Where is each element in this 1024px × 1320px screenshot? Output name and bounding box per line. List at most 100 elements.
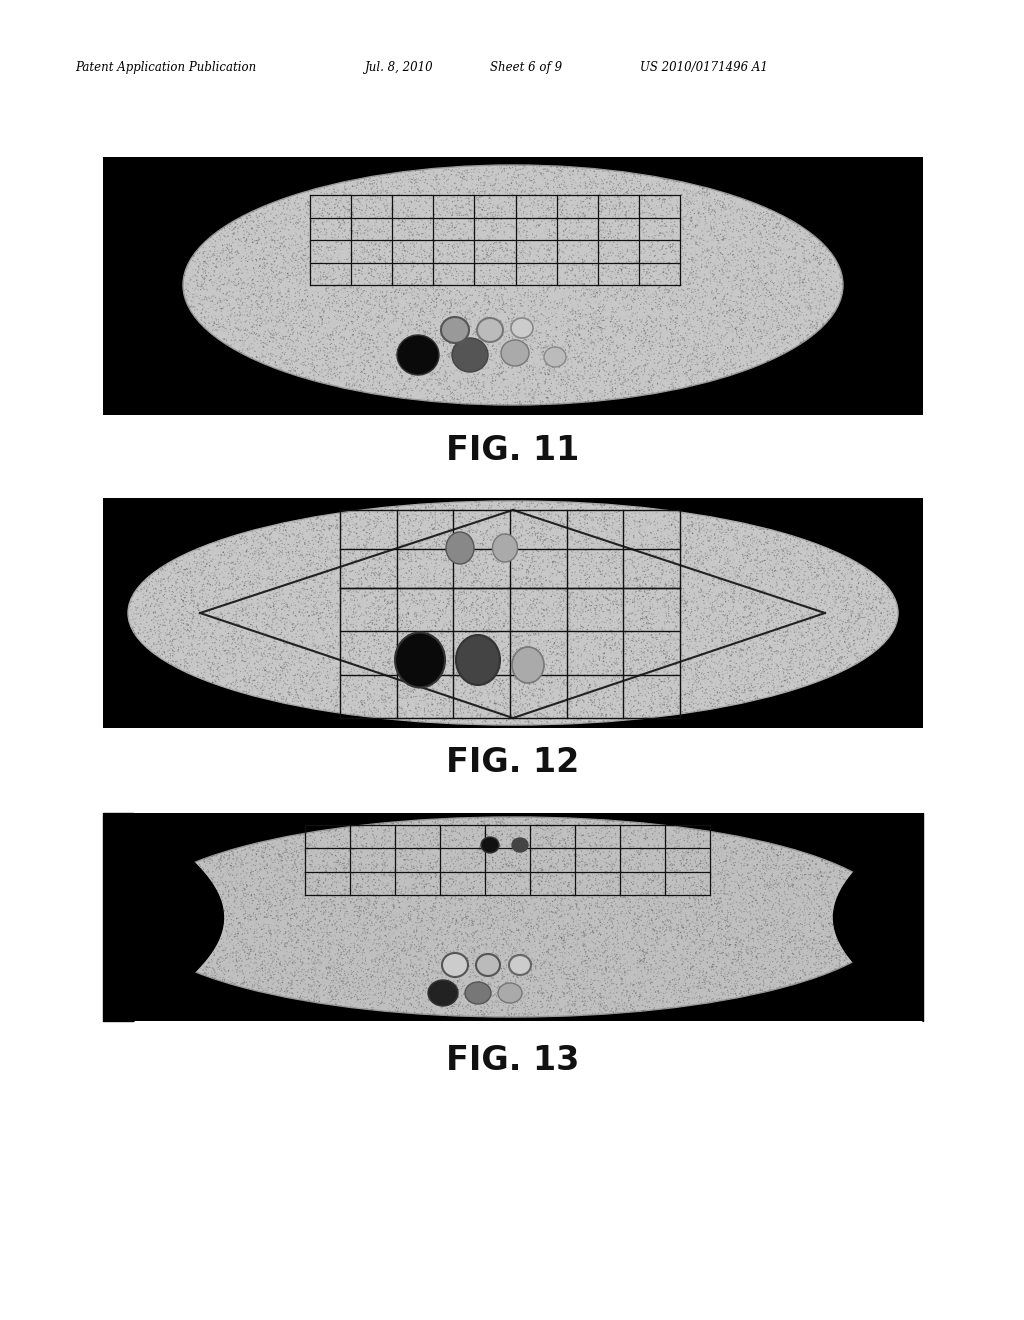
Point	[282, 661, 298, 682]
Point	[633, 517, 649, 539]
Point	[512, 660, 528, 681]
Point	[524, 849, 541, 870]
Point	[629, 705, 645, 726]
Point	[811, 599, 827, 620]
Point	[318, 359, 335, 380]
Point	[722, 256, 738, 277]
Point	[212, 574, 228, 595]
Point	[567, 991, 584, 1012]
Point	[646, 606, 663, 627]
Point	[387, 875, 403, 896]
Point	[521, 595, 538, 616]
Point	[826, 858, 843, 879]
Point	[713, 656, 729, 677]
Point	[459, 347, 475, 368]
Point	[692, 300, 709, 321]
Point	[360, 906, 377, 927]
Point	[457, 569, 473, 590]
Point	[458, 916, 474, 937]
Point	[639, 601, 655, 622]
Point	[373, 297, 389, 318]
Point	[768, 615, 784, 636]
Point	[357, 205, 374, 226]
Point	[712, 187, 728, 209]
Point	[569, 326, 586, 347]
Point	[776, 527, 793, 548]
Point	[175, 595, 191, 616]
Point	[334, 581, 350, 602]
Point	[556, 949, 572, 970]
Point	[467, 343, 483, 364]
Point	[255, 242, 271, 263]
Point	[443, 388, 460, 409]
Point	[606, 582, 623, 603]
Point	[628, 913, 644, 935]
Point	[635, 620, 651, 642]
Point	[535, 265, 551, 286]
Point	[460, 884, 476, 906]
Point	[531, 546, 548, 568]
Point	[415, 973, 431, 994]
Point	[453, 209, 469, 230]
Point	[327, 640, 343, 661]
Point	[450, 921, 466, 942]
Point	[556, 706, 572, 727]
Point	[553, 570, 569, 591]
Point	[775, 331, 792, 352]
Point	[737, 327, 754, 348]
Point	[311, 302, 328, 323]
Point	[662, 537, 678, 558]
Point	[347, 502, 364, 523]
Point	[755, 624, 771, 645]
Point	[829, 894, 846, 915]
Point	[390, 813, 407, 834]
Point	[770, 895, 786, 916]
Point	[179, 880, 196, 902]
Point	[834, 648, 850, 669]
Point	[636, 195, 652, 216]
Point	[440, 611, 457, 632]
Point	[851, 927, 867, 948]
Point	[244, 849, 260, 870]
Point	[761, 209, 777, 230]
Point	[595, 216, 611, 238]
Point	[344, 704, 360, 725]
Point	[276, 329, 293, 350]
Point	[804, 887, 820, 908]
Point	[393, 880, 410, 902]
Point	[312, 363, 329, 384]
Point	[398, 235, 415, 256]
Point	[395, 549, 412, 570]
Point	[692, 850, 709, 871]
Point	[739, 651, 756, 672]
Point	[278, 896, 294, 917]
Point	[254, 924, 270, 945]
Point	[649, 520, 666, 541]
Point	[360, 969, 377, 990]
Point	[442, 546, 459, 568]
Point	[386, 210, 402, 231]
Point	[249, 271, 265, 292]
Point	[813, 923, 829, 944]
Point	[129, 589, 145, 610]
Point	[394, 964, 411, 985]
Point	[353, 854, 370, 875]
Point	[496, 1006, 512, 1027]
Point	[288, 308, 304, 329]
Point	[504, 529, 520, 550]
Point	[262, 932, 279, 953]
Point	[561, 973, 578, 994]
Point	[339, 286, 355, 308]
Point	[776, 543, 793, 564]
Point	[347, 829, 364, 850]
Point	[668, 248, 684, 269]
Point	[185, 896, 202, 917]
Point	[478, 920, 495, 941]
Point	[825, 663, 842, 684]
Point	[281, 244, 297, 265]
Point	[195, 661, 211, 682]
Point	[506, 700, 522, 721]
Point	[246, 966, 262, 987]
Point	[699, 333, 716, 354]
Point	[560, 974, 577, 995]
